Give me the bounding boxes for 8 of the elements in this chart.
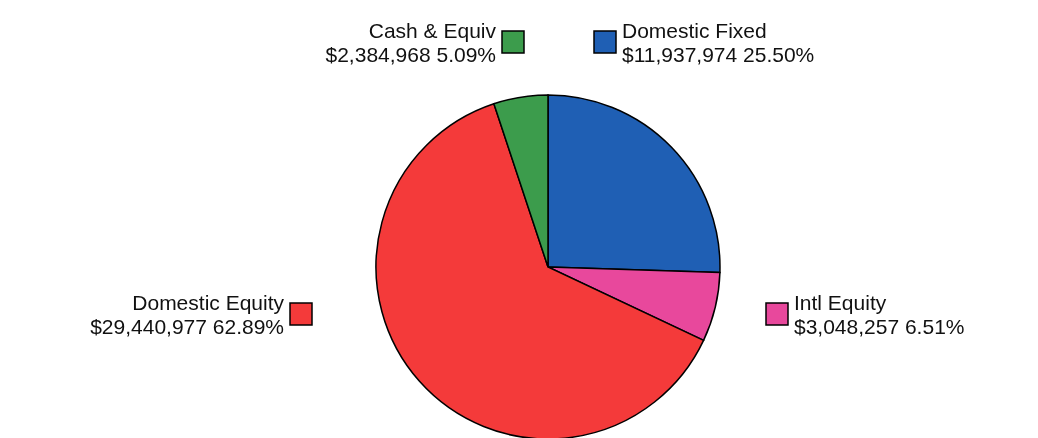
data-label: $29,440,977 62.89%: [90, 315, 284, 338]
data-label: $11,937,974 25.50%: [622, 43, 815, 66]
data-label: $3,048,257 6.51%: [794, 315, 965, 338]
slice-label: Cash & Equiv: [368, 19, 497, 42]
legend-label: Domestic Fixed: [622, 19, 767, 42]
data-label: $2,384,968 5.09%: [325, 43, 496, 66]
legend-label: Intl Equity: [794, 291, 887, 314]
slice-label: Domestic Equity: [132, 291, 285, 314]
